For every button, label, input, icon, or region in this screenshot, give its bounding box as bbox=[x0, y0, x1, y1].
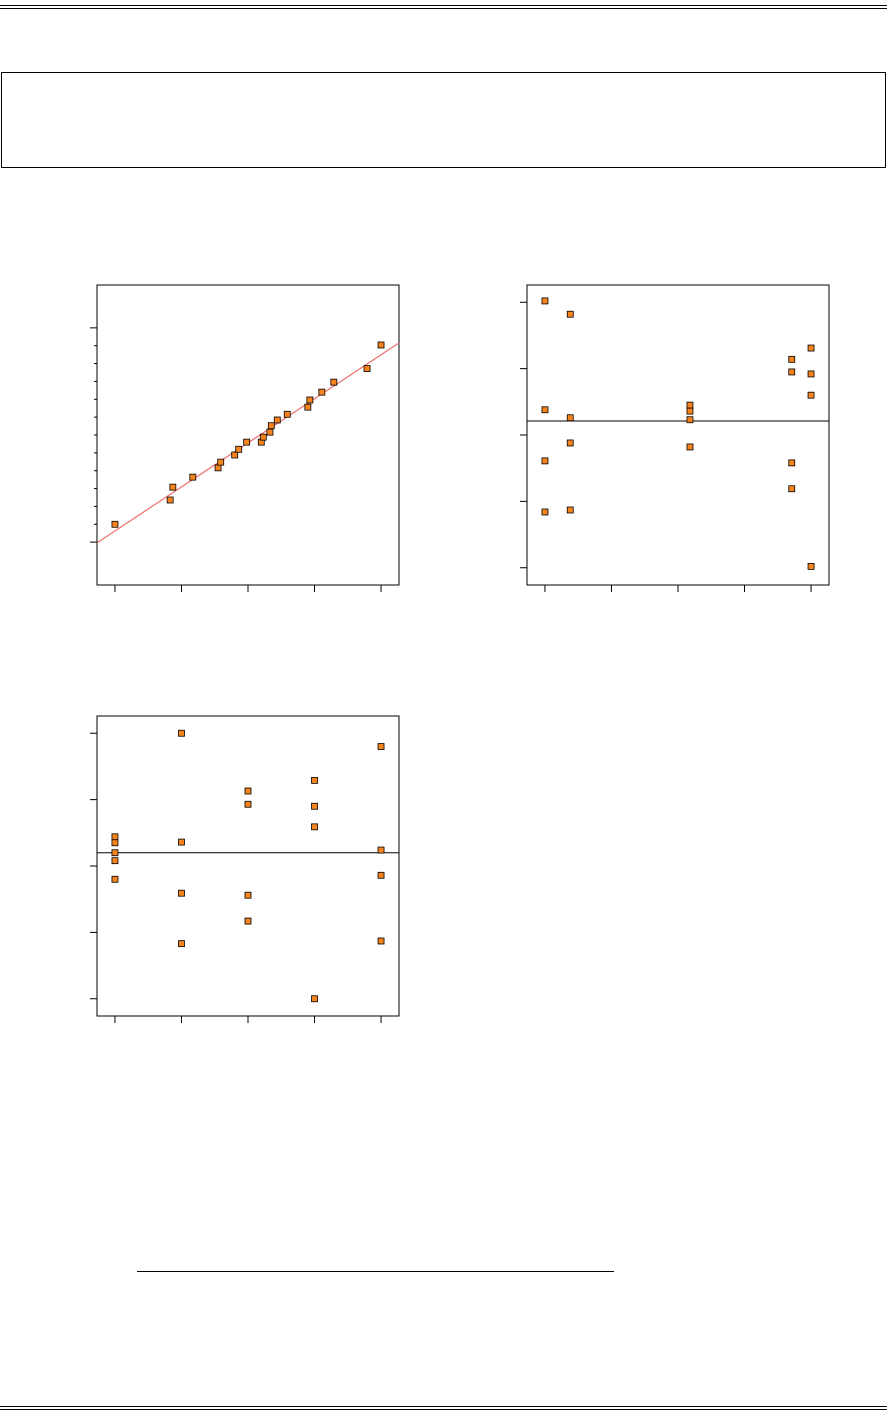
bottom-rule bbox=[0, 1409, 887, 1410]
point bbox=[377, 871, 385, 879]
point bbox=[111, 520, 119, 528]
point bbox=[231, 451, 239, 459]
point bbox=[111, 875, 119, 883]
point bbox=[541, 297, 549, 305]
point bbox=[243, 438, 251, 446]
point bbox=[273, 416, 281, 424]
point bbox=[318, 388, 326, 396]
point bbox=[807, 391, 815, 399]
point bbox=[788, 485, 796, 493]
point bbox=[541, 406, 549, 414]
point bbox=[306, 396, 314, 404]
point bbox=[807, 563, 815, 570]
point bbox=[686, 401, 694, 409]
point bbox=[363, 365, 371, 372]
point bbox=[111, 849, 119, 857]
plot-frame bbox=[526, 284, 830, 586]
point bbox=[788, 368, 796, 376]
point bbox=[283, 410, 291, 418]
point bbox=[330, 378, 338, 386]
point bbox=[189, 473, 197, 481]
point bbox=[311, 995, 318, 1003]
point bbox=[541, 508, 549, 516]
point bbox=[377, 743, 385, 750]
point bbox=[178, 729, 185, 737]
point bbox=[111, 833, 119, 841]
point bbox=[166, 496, 174, 504]
point bbox=[807, 344, 815, 352]
plot-frame bbox=[96, 284, 400, 586]
point bbox=[178, 940, 185, 948]
point bbox=[217, 458, 225, 466]
point bbox=[807, 370, 815, 378]
point bbox=[235, 445, 243, 453]
point bbox=[259, 433, 267, 441]
bottom-rule bbox=[0, 1406, 887, 1407]
point bbox=[377, 341, 385, 349]
point bbox=[686, 407, 694, 415]
point bbox=[111, 857, 119, 865]
point bbox=[244, 891, 252, 899]
point bbox=[566, 439, 574, 447]
point bbox=[566, 310, 574, 318]
point bbox=[686, 416, 694, 424]
point bbox=[686, 443, 694, 451]
point bbox=[266, 428, 274, 436]
point bbox=[788, 459, 796, 467]
point bbox=[244, 917, 252, 925]
point bbox=[111, 839, 119, 847]
plot-frame bbox=[96, 715, 400, 1017]
footnote-rule bbox=[137, 1271, 614, 1272]
point bbox=[311, 823, 318, 831]
top-rule bbox=[0, 8, 887, 9]
point bbox=[178, 889, 185, 897]
point bbox=[304, 403, 312, 411]
point bbox=[377, 846, 385, 854]
frame-box bbox=[1, 72, 886, 168]
point bbox=[788, 355, 796, 363]
point bbox=[377, 937, 385, 945]
point bbox=[566, 414, 574, 422]
point bbox=[244, 787, 252, 795]
point bbox=[267, 422, 275, 430]
point bbox=[566, 506, 574, 514]
point bbox=[244, 800, 252, 808]
point bbox=[311, 776, 318, 784]
point bbox=[169, 483, 177, 491]
point bbox=[541, 457, 549, 465]
point bbox=[311, 802, 318, 810]
point bbox=[178, 838, 185, 846]
point bbox=[214, 464, 222, 472]
top-rule bbox=[0, 5, 887, 6]
